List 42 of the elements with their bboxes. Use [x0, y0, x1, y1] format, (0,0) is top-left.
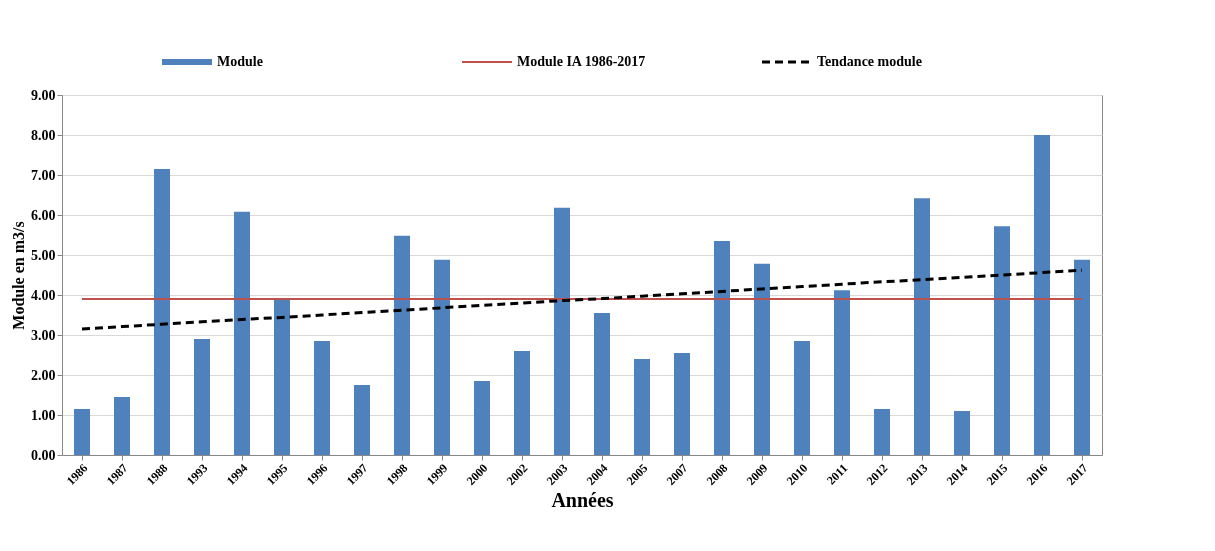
legend-label: Module IA 1986-2017: [517, 54, 646, 69]
bar: [874, 409, 890, 455]
y-tick-label: 0.00: [31, 447, 56, 463]
x-axis-title: Années: [551, 489, 614, 512]
y-tick-label: 1.00: [31, 407, 56, 423]
y-tick-label: 8.00: [31, 127, 56, 143]
bar: [674, 353, 690, 455]
y-tick-label: 7.00: [31, 167, 56, 183]
bar: [1074, 259, 1090, 455]
bar: [394, 235, 410, 455]
bar: [154, 169, 170, 455]
bar: [914, 198, 930, 455]
bar: [354, 385, 370, 455]
bar: [234, 211, 250, 455]
y-tick-label: 3.00: [31, 327, 56, 343]
y-tick-label: 2.00: [31, 367, 56, 383]
bar: [474, 381, 490, 455]
bar: [514, 351, 530, 455]
bar: [994, 226, 1010, 455]
y-axis-title: Module en m3/s: [10, 221, 27, 330]
y-tick-label: 6.00: [31, 207, 56, 223]
y-tick-label: 9.00: [31, 87, 56, 103]
bar: [794, 341, 810, 455]
legend-label: Tendance module: [817, 54, 922, 69]
line-series: [80, 268, 1084, 331]
bar: [634, 359, 650, 455]
bar: [74, 409, 90, 455]
bar: [114, 397, 130, 455]
bar: [434, 259, 450, 455]
bar: [754, 263, 770, 455]
y-tick-label: 5.00: [31, 247, 56, 263]
bar: [314, 341, 330, 455]
bar: [714, 241, 730, 455]
bar: [274, 299, 290, 455]
y-tick-label: 4.00: [31, 287, 56, 303]
bar: [834, 290, 850, 455]
bar: [594, 313, 610, 455]
bar: [194, 339, 210, 455]
bar: [954, 411, 970, 455]
bar: [1034, 135, 1050, 455]
legend-label: Module: [217, 54, 263, 69]
bar: [554, 207, 570, 455]
